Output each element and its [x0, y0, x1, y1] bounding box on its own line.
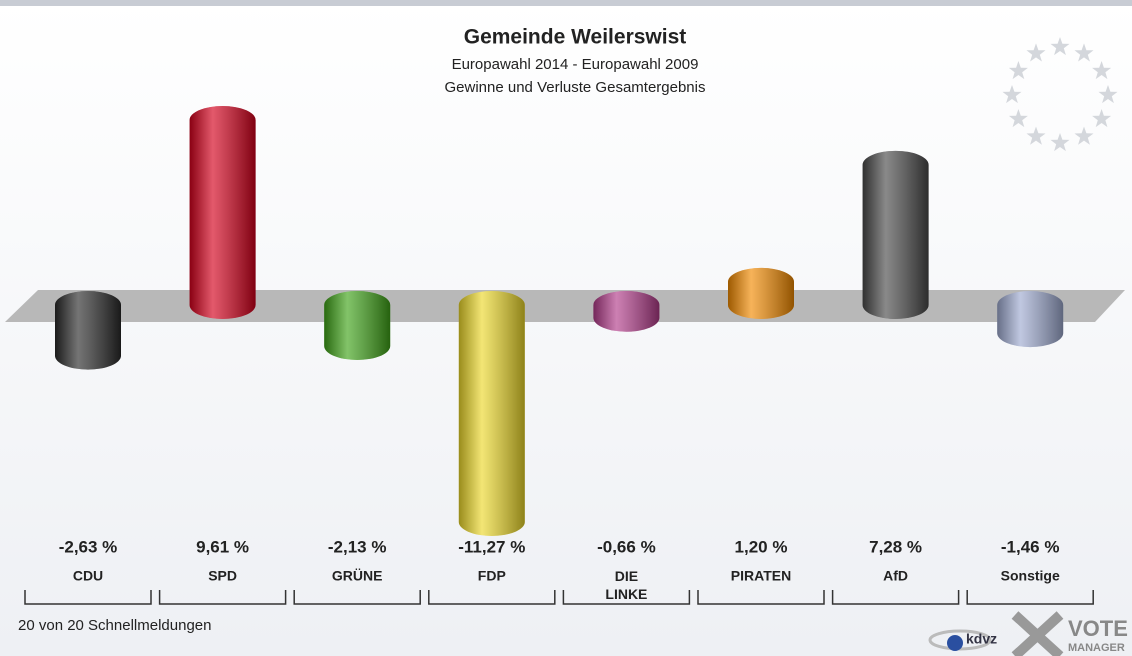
logo-dot: [947, 635, 963, 651]
bracket: [428, 590, 556, 605]
zero-band: [5, 290, 1125, 322]
bar-shade: [189, 106, 256, 319]
x-tick-label: PIRATEN: [731, 568, 791, 584]
star: [1092, 109, 1112, 128]
x-tick-label: CDU: [73, 568, 103, 584]
chart-title: Gemeinde Weilerswist: [464, 26, 687, 49]
bar-shade: [997, 291, 1064, 348]
bracket: [293, 590, 421, 605]
star: [1008, 61, 1028, 80]
x-tick-label: SPD: [208, 568, 237, 584]
bracket: [24, 590, 152, 605]
x-tick-label: GRÜNE: [332, 568, 383, 584]
logo-text: kdvz: [966, 631, 997, 647]
star: [1098, 85, 1118, 104]
star: [1074, 126, 1094, 145]
star: [1026, 126, 1046, 145]
top-bar: [0, 0, 1132, 6]
x-tick-label: DIE LINKE: [605, 568, 647, 602]
star: [1074, 43, 1094, 62]
logo-text: MANAGER: [1068, 642, 1125, 654]
chart-subtitle: Gewinne und Verluste Gesamtergebnis: [445, 79, 706, 96]
x-tick-label: AfD: [883, 568, 908, 584]
star: [1026, 43, 1046, 62]
bracket: [966, 590, 1094, 605]
footer: 20 von 20 Schnellmeldungen: [18, 617, 211, 634]
bar-shade: [324, 291, 391, 361]
bracket: [158, 590, 287, 605]
logo-text: VOTE: [1068, 616, 1128, 641]
value-label: -1,46 %: [1001, 537, 1060, 556]
bracket: [562, 590, 691, 605]
x-tick-label: Sonstige: [1001, 568, 1060, 584]
value-label: 9,61 %: [196, 537, 249, 556]
star: [1050, 133, 1070, 152]
value-label: -0,66 %: [597, 537, 656, 556]
logo-x: [1011, 611, 1064, 656]
bar-shade: [862, 150, 929, 319]
value-label: 1,20 %: [735, 537, 788, 556]
bar-shade: [728, 267, 794, 319]
value-label: 7,28 %: [869, 537, 922, 556]
value-label: -11,27 %: [458, 537, 525, 556]
star: [1002, 85, 1022, 104]
star: [1008, 109, 1028, 128]
star: [1050, 37, 1070, 56]
bar-shade: [593, 291, 660, 332]
chart-subtitle: Europawahl 2014 - Europawahl 2009: [452, 56, 699, 73]
star: [1092, 61, 1112, 80]
logo: kdvz VOTE MANAGER: [928, 611, 1128, 656]
bar-shade: [55, 291, 121, 370]
bar-shade: [458, 291, 525, 536]
value-label: -2,63 %: [59, 537, 118, 556]
bracket: [831, 590, 960, 605]
x-tick-label: FDP: [478, 568, 506, 584]
value-label: -2,13 %: [328, 537, 387, 556]
bracket: [697, 590, 825, 605]
